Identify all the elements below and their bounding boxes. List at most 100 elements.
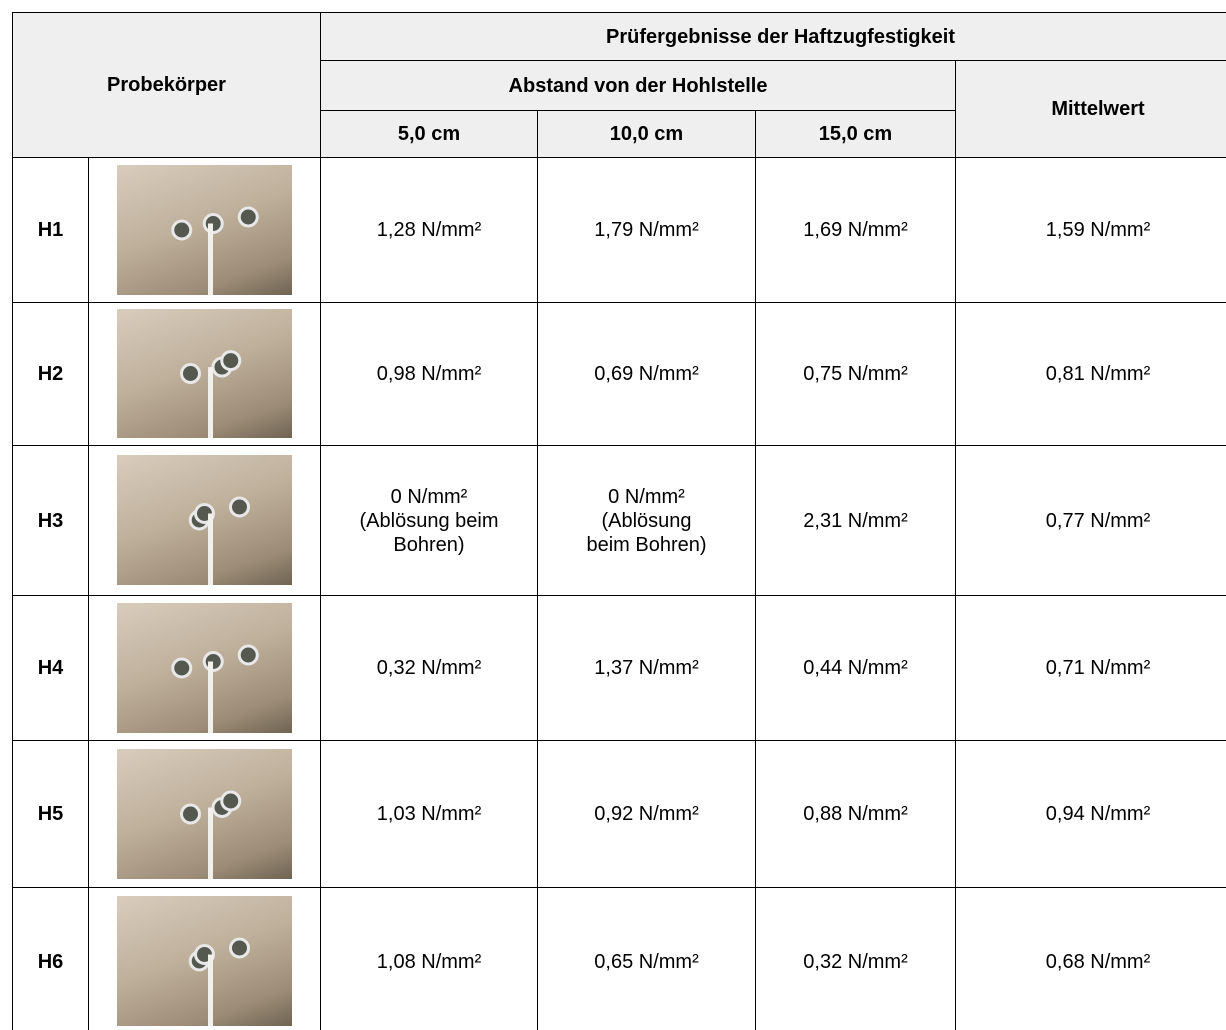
row-label-cell: H4	[12, 595, 89, 741]
ruler	[207, 807, 213, 879]
row-label-cell: H3	[12, 445, 89, 596]
photo-detail	[170, 644, 259, 733]
drill-core	[179, 803, 201, 824]
ruler	[207, 661, 213, 733]
mean-value: 0,71 N/mm²	[1045, 657, 1151, 679]
drill-core	[170, 657, 192, 678]
value-line: beim Bohren)	[586, 533, 707, 556]
row-label: H1	[37, 219, 64, 241]
specimen-photo	[116, 748, 292, 879]
value-line: 0,92 N/mm²	[594, 803, 699, 825]
value-cell: 1,69 N/mm²	[755, 157, 956, 303]
value-cell: 0,69 N/mm²	[537, 302, 756, 446]
mean-cell: 1,59 N/mm²	[955, 157, 1226, 303]
mean-cell: 0,77 N/mm²	[955, 445, 1226, 596]
ruler	[207, 367, 213, 438]
column-header: 15,0 cm	[818, 123, 893, 145]
value-cell: 1,03 N/mm²	[320, 740, 538, 888]
header-title: Probekörper	[107, 74, 226, 96]
value-line: 1,37 N/mm²	[594, 657, 699, 679]
value-line: 0,32 N/mm²	[376, 657, 482, 679]
specimen-photo	[116, 896, 292, 1026]
value-cell: 0,92 N/mm²	[537, 740, 756, 888]
row-label-cell: H2	[12, 302, 89, 446]
drill-core	[202, 650, 224, 672]
value-cell: 0 N/mm² (Ablösung beim Bohren)	[320, 445, 538, 596]
value-line: 0,98 N/mm²	[376, 363, 482, 385]
column-header: 5,0 cm	[397, 123, 461, 145]
value-cell: 1,28 N/mm²	[320, 157, 538, 303]
specimen-photo	[116, 602, 292, 733]
mean-header: Mittelwert	[1051, 98, 1145, 120]
photo-detail	[188, 937, 250, 1026]
mean-value: 1,59 N/mm²	[1045, 219, 1151, 241]
row-label: H5	[37, 803, 64, 825]
value-line: Bohren)	[393, 533, 465, 556]
mean-cell: 0,81 N/mm²	[955, 302, 1226, 446]
specimen-photo	[116, 309, 292, 438]
value-line: 0,32 N/mm²	[803, 950, 908, 973]
group-header-cell: Prüfergebnisse der Haftzugfestigkeit	[320, 12, 1226, 61]
row-label-cell: H5	[12, 740, 89, 888]
drill-core	[170, 219, 192, 240]
value-line: 1,08 N/mm²	[376, 950, 482, 973]
row-label: H6	[37, 950, 64, 973]
value-line: 0,75 N/mm²	[803, 363, 908, 385]
ruler	[207, 223, 213, 295]
mean-cell: 0,94 N/mm²	[955, 740, 1226, 888]
row-label: H2	[37, 363, 64, 385]
value-cell: 0,32 N/mm²	[755, 887, 956, 1030]
ruler	[207, 513, 213, 585]
value-line: 0,88 N/mm²	[803, 803, 908, 825]
drill-core	[228, 496, 250, 518]
value-cell: 1,08 N/mm²	[320, 887, 538, 1030]
ruler	[207, 954, 213, 1026]
row-label-cell: H6	[12, 887, 89, 1030]
row-label: H4	[37, 657, 64, 679]
value-line: 0 N/mm²	[390, 485, 468, 508]
row-label: H3	[37, 509, 64, 532]
mean-value: 0,94 N/mm²	[1045, 803, 1151, 825]
drill-core	[219, 350, 241, 372]
value-line: 0,44 N/mm²	[803, 657, 908, 679]
value-cell: 0,88 N/mm²	[755, 740, 956, 888]
value-line: (Ablösung	[601, 509, 692, 532]
value-cell: 0,65 N/mm²	[537, 887, 756, 1030]
value-line: (Ablösung beim	[359, 509, 499, 532]
subgroup-header-cell: Abstand von der Hohlstelle	[320, 60, 956, 111]
value-cell: 0,44 N/mm²	[755, 595, 956, 741]
value-line: 2,31 N/mm²	[803, 509, 908, 532]
value-line: 1,03 N/mm²	[376, 803, 482, 825]
drill-core	[228, 937, 250, 959]
value-cell: 0,75 N/mm²	[755, 302, 956, 446]
mean-cell: 0,68 N/mm²	[955, 887, 1226, 1030]
value-cell: 0,32 N/mm²	[320, 595, 538, 741]
column-header: 10,0 cm	[609, 123, 684, 145]
value-cell: 1,37 N/mm²	[537, 595, 756, 741]
value-cell: 1,79 N/mm²	[537, 157, 756, 303]
value-line: 0,69 N/mm²	[594, 363, 699, 385]
value-cell: 2,31 N/mm²	[755, 445, 956, 596]
mean-value: 0,77 N/mm²	[1045, 509, 1151, 532]
mean-cell: 0,71 N/mm²	[955, 595, 1226, 741]
photo-detail	[179, 350, 241, 438]
photo-detail	[170, 206, 259, 295]
value-line: 0 N/mm²	[608, 485, 685, 508]
group-header: Prüfergebnisse der Haftzugfestigkeit	[606, 25, 955, 48]
mean-value: 0,81 N/mm²	[1045, 363, 1151, 385]
drill-core	[179, 363, 201, 384]
drill-core	[219, 790, 241, 811]
value-line: 0,65 N/mm²	[594, 950, 699, 973]
value-cell: 0 N/mm² (Ablösung beim Bohren)	[537, 445, 756, 596]
column-header-cell: 5,0 cm	[320, 110, 538, 158]
value-cell: 0,98 N/mm²	[320, 302, 538, 446]
row-label-cell: H1	[12, 157, 89, 303]
header-title-cell: Probekörper	[12, 12, 321, 158]
mean-header-cell: Mittelwert	[955, 60, 1226, 158]
subgroup-header: Abstand von der Hohlstelle	[508, 74, 768, 97]
drill-core	[237, 206, 259, 227]
value-line: 1,79 N/mm²	[594, 219, 699, 241]
mean-value: 0,68 N/mm²	[1045, 950, 1151, 973]
column-header-cell: 15,0 cm	[755, 110, 956, 158]
